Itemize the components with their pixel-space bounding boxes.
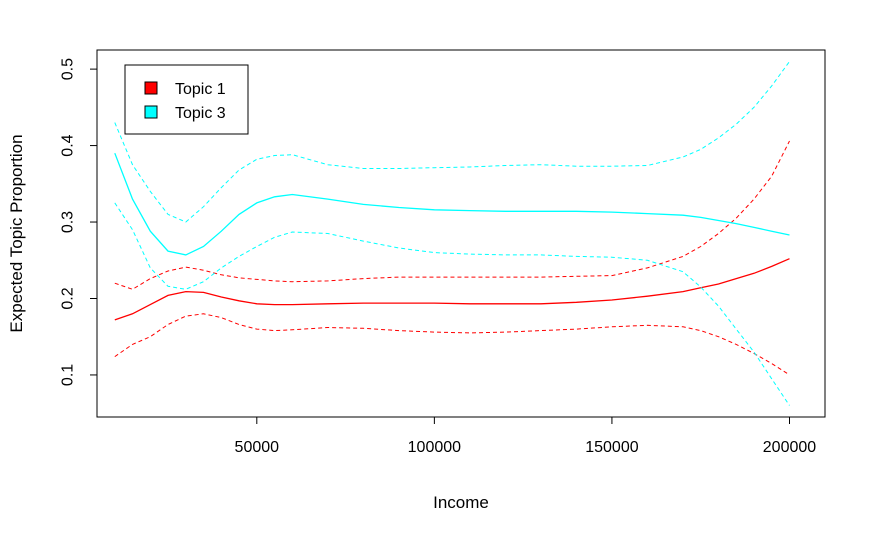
x-tick-label: 50000 — [235, 439, 280, 456]
legend-swatch-topic-3 — [144, 105, 158, 119]
series-topic-3-lower-bound — [114, 202, 790, 406]
series-topic-1-line — [114, 258, 790, 321]
y-tick-label: 0.5 — [60, 58, 77, 80]
y-axis-title: Expected Topic Proportion — [7, 134, 26, 332]
y-tick-label: 0.3 — [60, 211, 77, 233]
y-axis: 0.1 0.2 0.3 0.4 0.5 — [60, 58, 98, 386]
series-topic-1-upper-bound — [114, 140, 790, 290]
x-tick-label: 200000 — [763, 439, 816, 456]
series-topic-3-upper-bound — [114, 61, 790, 223]
x-tick-label: 150000 — [585, 439, 638, 456]
y-tick-label: 0.4 — [60, 134, 77, 156]
x-tick-label: 100000 — [408, 439, 461, 456]
legend: Topic 1 Topic 3 — [124, 64, 249, 135]
y-tick-label: 0.1 — [60, 364, 77, 386]
series-topic-3-line — [114, 152, 790, 256]
legend-box — [124, 64, 249, 135]
legend-label-topic-3: Topic 3 — [175, 105, 226, 122]
legend-swatch-topic-1 — [144, 81, 158, 95]
x-axis-title: Income — [433, 493, 489, 512]
series-topic-1-lower-bound — [114, 313, 790, 376]
series-layer — [114, 61, 790, 406]
y-tick-label: 0.2 — [60, 287, 77, 309]
x-axis: 50000 100000 150000 200000 — [235, 416, 816, 456]
legend-label-topic-1: Topic 1 — [175, 81, 226, 98]
